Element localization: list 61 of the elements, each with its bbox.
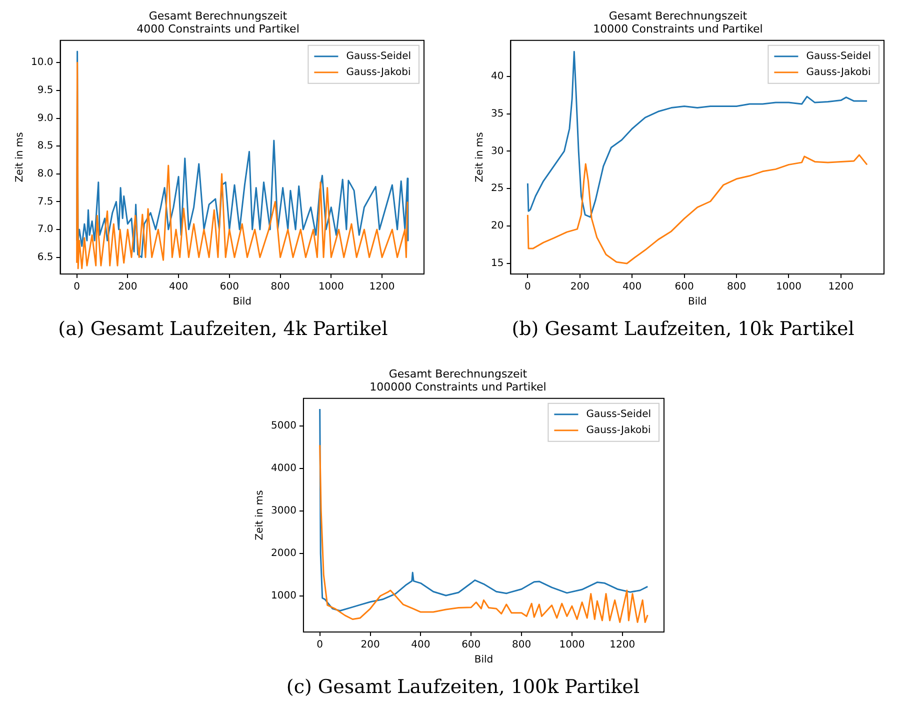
text: (c) Gesamt Laufzeiten, 100k Partikel <box>285 676 641 698</box>
y-tick-label: 2000 <box>270 548 296 560</box>
y-tick-label: 7.5 <box>37 196 54 208</box>
y-tick-label: 8.0 <box>37 168 54 180</box>
x-tick-label: 200 <box>360 640 380 651</box>
x-tick-label: 400 <box>411 640 430 651</box>
legend-label: Gauss-Seidel <box>586 408 652 420</box>
x-tick-label: 600 <box>674 282 694 293</box>
y-tick-label: 25 <box>490 183 504 194</box>
x-tick-label: 800 <box>726 282 746 293</box>
x-tick-label: 600 <box>462 640 481 651</box>
x-axis-title: Bild <box>232 296 252 308</box>
x-tick-label: 0 <box>74 282 80 293</box>
chart-title: Gesamt Berechnungszeit <box>608 9 748 22</box>
x-tick-label: 800 <box>270 282 290 293</box>
y-tick-label: 20 <box>490 220 504 232</box>
text: (b) Gesamt Laufzeiten, 10k Partikel <box>510 318 856 340</box>
chart-subtitle: 100000 Constraints und Partikel <box>370 380 546 394</box>
y-tick-label: 30 <box>490 146 504 157</box>
x-tick-label: 800 <box>512 640 532 651</box>
y-tick-label: 8.5 <box>37 140 54 152</box>
y-tick-label: 40 <box>490 70 504 82</box>
x-tick-label: 0 <box>524 282 531 293</box>
text: (a) Gesamt Laufzeiten, 4k Partikel <box>57 318 389 340</box>
x-tick-label: 1000 <box>318 282 344 293</box>
x-tick-label: 400 <box>168 282 188 293</box>
legend-label: Gauss-Jakobi <box>806 66 871 78</box>
x-tick-label: 1000 <box>559 640 585 651</box>
y-tick-label: 1000 <box>270 590 296 602</box>
chart-subtitle: 4000 Constraints und Partikel <box>136 22 300 36</box>
y-tick-label: 6.5 <box>37 252 54 263</box>
y-tick-label: 35 <box>490 108 504 120</box>
y-axis-title: Zeit in ms <box>254 490 266 540</box>
legend-label: Gauss-Seidel <box>346 50 412 62</box>
x-tick-label: 1200 <box>610 640 636 651</box>
y-tick-label: 9.5 <box>37 85 54 96</box>
x-tick-label: 600 <box>220 282 239 293</box>
y-tick-label: 10.0 <box>31 57 54 68</box>
y-axis-title: Zeit in ms <box>474 132 486 182</box>
chart-subtitle: 10000 Constraints und Partikel <box>593 22 763 36</box>
x-tick-label: 400 <box>622 282 642 293</box>
x-tick-label: 200 <box>118 282 138 293</box>
x-axis-title: Bild <box>474 654 494 666</box>
y-tick-label: 15 <box>490 258 504 270</box>
legend-label: Gauss-Jakobi <box>346 66 411 78</box>
x-tick-label: 1200 <box>828 282 854 293</box>
x-axis-title: Bild <box>688 296 707 308</box>
legend-label: Gauss-Seidel <box>806 50 872 62</box>
x-tick-label: 0 <box>316 640 324 651</box>
x-tick-label: 1000 <box>776 282 802 293</box>
chart-title: Gesamt Berechnungszeit <box>388 367 528 380</box>
x-tick-label: 200 <box>570 282 590 293</box>
chart-title: Gesamt Berechnungszeit <box>148 9 288 22</box>
y-axis-title: Zeit in ms <box>14 132 26 182</box>
x-tick-label: 1200 <box>369 282 395 293</box>
y-tick-label: 5000 <box>270 420 296 432</box>
legend-label: Gauss-Jakobi <box>586 424 651 436</box>
y-tick-label: 3000 <box>270 506 296 517</box>
y-tick-label: 9.0 <box>37 112 54 124</box>
y-tick-label: 7.0 <box>37 224 54 236</box>
y-tick-label: 4000 <box>270 463 296 474</box>
